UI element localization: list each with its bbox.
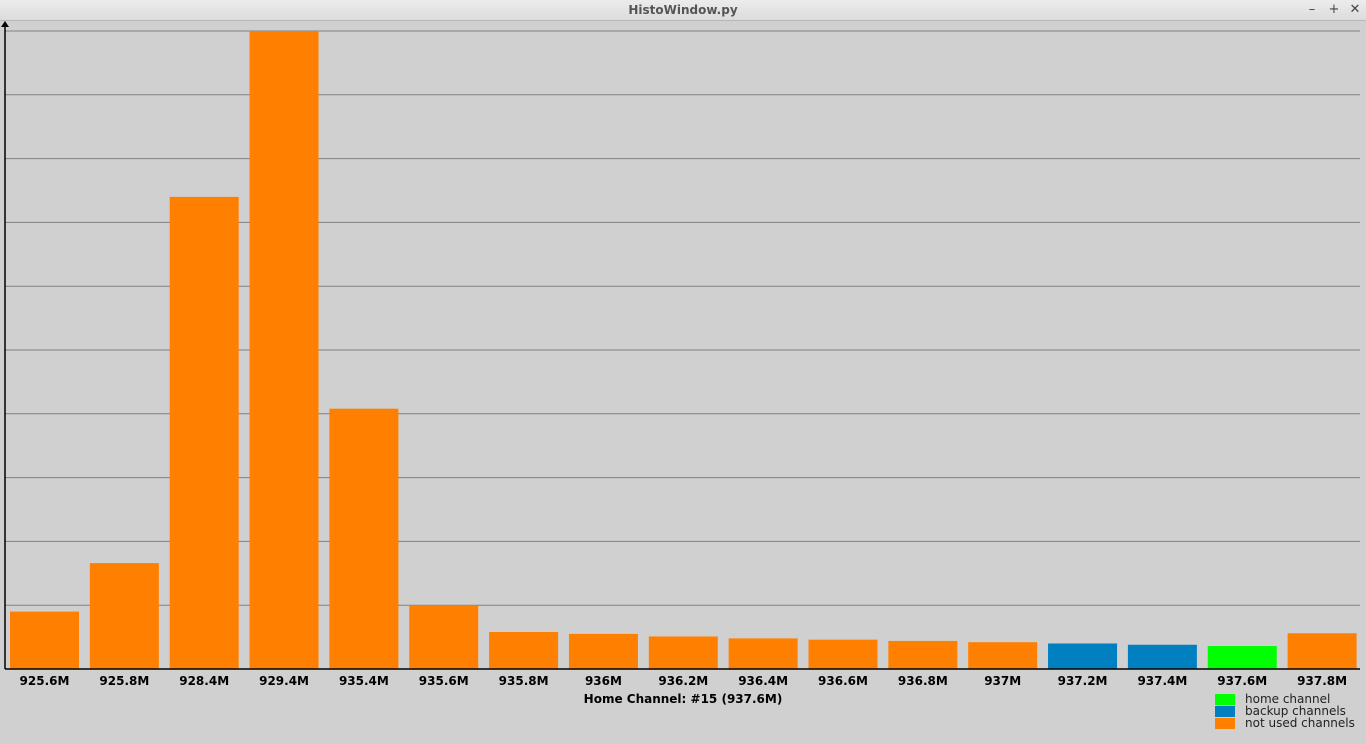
bar-925.6M <box>10 611 79 669</box>
bar-935.4M <box>329 408 399 669</box>
x-tick-label: 925.6M <box>20 674 70 688</box>
x-tick-label: 937M <box>984 674 1021 688</box>
bar-929.4M <box>249 31 319 669</box>
bar-937.4M <box>1127 644 1197 669</box>
bar-935.6M <box>409 605 479 669</box>
legend-label-home: home channel <box>1245 692 1331 706</box>
legend-label-backup: backup channels <box>1245 704 1346 718</box>
legend: home channel backup channels not used ch… <box>1215 693 1355 729</box>
x-tick-label: 935.4M <box>339 674 389 688</box>
x-tick-label: 936.4M <box>738 674 788 688</box>
bar-936.8M <box>888 640 958 669</box>
maximize-button[interactable]: + <box>1328 2 1340 17</box>
bar-937M <box>968 642 1038 669</box>
title-bar[interactable]: HistoWindow.py – + ✕ <box>0 0 1366 21</box>
legend-swatch-backup <box>1215 705 1235 717</box>
legend-swatch-home <box>1215 693 1235 705</box>
bar-937.6M <box>1207 646 1277 669</box>
x-tick-label: 929.4M <box>259 674 309 688</box>
bar-925.8M <box>89 563 159 669</box>
legend-item-unused: not used channels <box>1215 717 1355 729</box>
x-tick-label: 936.6M <box>818 674 868 688</box>
bar-928.4M <box>169 196 239 669</box>
legend-item-backup: backup channels <box>1215 705 1355 717</box>
x-tick-label: 937.8M <box>1297 674 1347 688</box>
x-tick-label: 937.6M <box>1217 674 1267 688</box>
x-tick-labels: 925.6M 925.8M 928.4M 929.4M 935.4M 935.6M 935.… <box>20 674 1348 688</box>
legend-label-unused: not used channels <box>1245 716 1355 730</box>
y-axis-arrow <box>1 21 9 27</box>
bars-group <box>10 31 1357 669</box>
window-title: HistoWindow.py <box>628 3 738 17</box>
histogram-chart: 925.6M 925.8M 928.4M 929.4M 935.4M 935.6M 935.… <box>1 21 1360 688</box>
x-tick-label: 928.4M <box>179 674 229 688</box>
close-button[interactable]: ✕ <box>1349 2 1361 17</box>
x-tick-label: 935.8M <box>499 674 549 688</box>
home-channel-caption: Home Channel: #15 (937.6M) <box>583 692 783 706</box>
histogram-plot: 925.6M 925.8M 928.4M 929.4M 935.4M 935.6M 935.… <box>0 21 1366 740</box>
bar-936M <box>568 633 638 669</box>
x-tick-label: 936M <box>585 674 622 688</box>
bar-937.2M <box>1048 643 1118 669</box>
legend-swatch-unused <box>1215 717 1235 729</box>
x-tick-label: 937.2M <box>1058 674 1108 688</box>
bar-937.8M <box>1287 633 1357 669</box>
bar-935.8M <box>489 631 559 669</box>
bar-936.2M <box>648 636 718 669</box>
x-tick-label: 936.2M <box>658 674 708 688</box>
x-tick-label: 925.8M <box>99 674 149 688</box>
legend-item-home: home channel <box>1215 693 1355 705</box>
minimize-button[interactable]: – <box>1308 2 1316 17</box>
x-tick-label: 937.4M <box>1137 674 1187 688</box>
x-tick-label: 935.6M <box>419 674 469 688</box>
x-tick-label: 936.8M <box>898 674 948 688</box>
bar-936.6M <box>808 639 878 669</box>
bar-936.4M <box>728 638 798 669</box>
